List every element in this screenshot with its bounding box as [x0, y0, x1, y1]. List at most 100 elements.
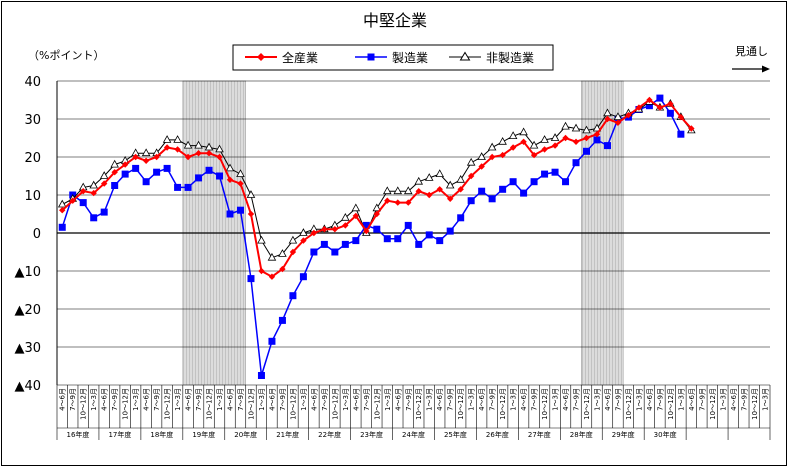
data-point: [331, 248, 339, 256]
data-point: [424, 173, 434, 181]
x-tick-label: 1～3月: [258, 388, 266, 411]
x-tick-label: 10～12月: [541, 388, 549, 420]
x-tick-label: 10～12月: [247, 388, 255, 420]
data-point: [310, 229, 318, 237]
x-tick-label: 10～12月: [289, 388, 297, 420]
x-tick-label: 1～3月: [384, 388, 392, 411]
data-point: [257, 372, 265, 379]
y-tick-label: 30: [24, 113, 41, 128]
data-point: [162, 135, 172, 143]
data-point: [414, 176, 424, 185]
data-point: [466, 157, 476, 166]
data-point: [59, 207, 66, 214]
data-point: [404, 221, 412, 229]
x-tick-label: 1～3月: [342, 388, 350, 411]
data-point: [425, 231, 433, 239]
data-point: [393, 186, 403, 195]
data-point: [530, 178, 538, 186]
data-point: [603, 142, 611, 150]
fiscal-year-label: 29年度: [612, 430, 635, 439]
x-tick-label: 1～3月: [761, 388, 769, 411]
data-point: [320, 240, 328, 248]
data-point: [677, 130, 685, 138]
fiscal-year-label: 23年度: [360, 430, 383, 439]
x-tick-label: 4～6月: [646, 388, 654, 411]
x-tick-label: 4～6月: [352, 388, 360, 411]
y-tick-label: ▲30: [14, 341, 41, 356]
data-point: [342, 222, 349, 229]
data-point: [142, 157, 150, 164]
data-point: [603, 108, 612, 117]
data-point: [80, 188, 87, 195]
x-tick-label: 1～3月: [132, 388, 140, 411]
data-point: [487, 142, 497, 151]
data-point: [111, 169, 118, 176]
forecast-label: 見通し: [735, 45, 768, 58]
data-point: [183, 140, 193, 149]
x-tick-label: 1～3月: [510, 388, 518, 411]
data-point: [645, 102, 653, 110]
x-tick-label: 7～9月: [321, 388, 329, 411]
legend-label-all-industries: 全産業: [282, 50, 318, 65]
data-point: [478, 163, 485, 170]
data-point: [457, 214, 465, 222]
x-tick-label: 7～9月: [111, 388, 119, 411]
x-tick-label: 10～12月: [667, 388, 675, 420]
data-point: [236, 169, 245, 178]
data-point: [288, 235, 298, 244]
x-tick-label: 4～6月: [394, 388, 402, 411]
forecast-arrow: [732, 65, 770, 73]
data-point: [667, 100, 674, 107]
x-tick-label: 7～9月: [405, 388, 413, 411]
x-tick-label: 7～9月: [573, 388, 581, 411]
series-0: [59, 96, 695, 280]
x-tick-label: 7～9月: [279, 388, 287, 411]
data-point: [205, 150, 213, 157]
data-point: [132, 153, 139, 161]
legend-item-non-manufacturing: 非製造業: [449, 51, 534, 65]
data-point: [604, 115, 611, 123]
data-point: [111, 182, 119, 189]
data-point: [446, 195, 454, 202]
data-point: [237, 180, 244, 187]
legend-item-all-industries: 全産業: [245, 50, 318, 65]
legend: 全産業 製造業 非製造業: [232, 44, 554, 71]
data-point: [488, 195, 496, 203]
x-tick-label: 10～12月: [415, 388, 423, 420]
legend-item-manufacturing: 製造業: [355, 51, 428, 65]
x-tick-label: 10～12月: [164, 388, 172, 420]
data-point: [216, 172, 224, 180]
legend-label-non-manufacturing: 非製造業: [486, 51, 534, 65]
x-tick-label: 7～9月: [447, 388, 455, 411]
data-point: [415, 240, 423, 248]
data-point: [278, 316, 286, 324]
data-point: [132, 164, 140, 172]
data-point: [153, 153, 160, 161]
x-tick-label: 1～3月: [552, 388, 560, 411]
data-point: [226, 210, 234, 218]
data-point: [363, 227, 370, 235]
data-point: [300, 237, 307, 244]
data-point: [677, 113, 685, 121]
data-point: [268, 337, 276, 345]
data-point: [541, 146, 548, 153]
data-point: [110, 159, 119, 168]
fiscal-year-label: 20年度: [234, 430, 257, 439]
x-tick-label: 7～9月: [740, 388, 748, 411]
data-point: [352, 212, 360, 220]
x-tick-label: 7～9月: [698, 388, 706, 411]
data-point: [509, 178, 517, 186]
data-point: [321, 226, 328, 233]
data-point: [174, 146, 181, 153]
data-point: [153, 168, 161, 176]
x-tick-label: 10～12月: [457, 388, 465, 420]
x-axis-labels: 4～6月 7～9月 10～12月 1～3月 4～6月 7～9月 10～12月 1～3月 4～6月…: [59, 388, 770, 420]
data-point: [194, 140, 203, 149]
chart-title: 中堅企業: [363, 11, 427, 30]
data-point: [100, 180, 108, 187]
fiscal-year-label: 22年度: [318, 430, 341, 439]
x-tick-label: 7～9月: [363, 388, 371, 411]
data-point: [509, 144, 517, 151]
data-point: [498, 136, 507, 145]
